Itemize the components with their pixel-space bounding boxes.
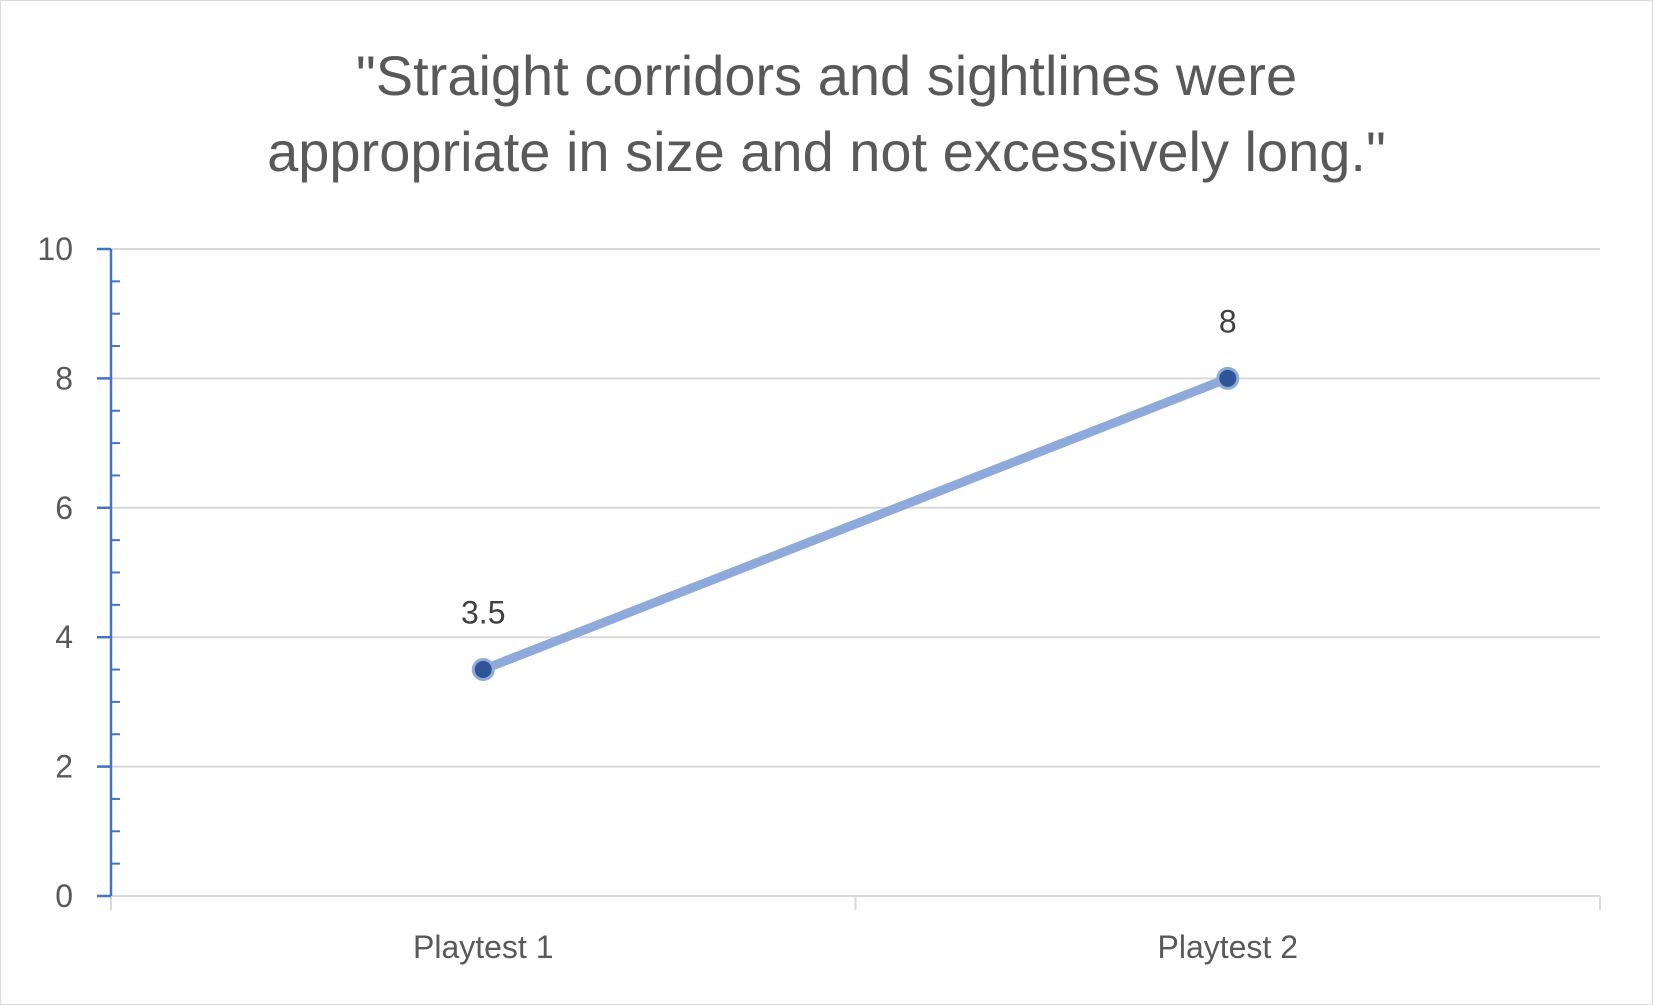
- y-tick-label: 10: [37, 231, 73, 267]
- labels: 0 2 4 6 8 10 Playtest 1 Playtest 2 3.5 8: [37, 231, 1298, 965]
- data-label: 3.5: [461, 595, 505, 631]
- gridlines: [111, 248, 1600, 768]
- axes: [97, 247, 1601, 910]
- y-tick-label: 8: [55, 360, 73, 396]
- chart-title-line-2: appropriate in size and not excessively …: [267, 120, 1386, 183]
- y-tick-label: 0: [55, 878, 73, 914]
- data-point: [471, 658, 495, 682]
- y-tick-label: 4: [55, 619, 73, 655]
- y-tick-label: 6: [55, 490, 73, 526]
- series: [471, 366, 1240, 682]
- chart-title: "Straight corridors and sightlines were …: [0, 38, 1653, 190]
- x-tick-label: Playtest 1: [413, 929, 554, 965]
- y-tick-label: 2: [55, 749, 73, 785]
- x-tick-label: Playtest 2: [1157, 929, 1298, 965]
- series-line: [478, 373, 1233, 675]
- data-label: 8: [1219, 303, 1237, 339]
- chart-title-line-1: "Straight corridors and sightlines were: [355, 44, 1298, 107]
- data-point: [1216, 366, 1240, 390]
